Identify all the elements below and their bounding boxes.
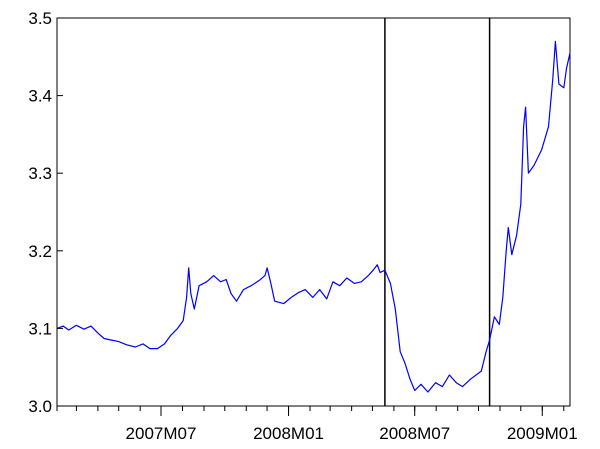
y-tick-label: 3.4 xyxy=(28,87,52,106)
x-axis: 2007M07 2008M01 2008M07 2009M01 xyxy=(56,406,578,443)
vertical-lines-group xyxy=(384,18,491,406)
y-tick-label: 3.3 xyxy=(28,164,52,183)
y-tick-label: 3.2 xyxy=(28,242,52,261)
y-tick-label: 3.5 xyxy=(28,9,52,28)
x-tick-label: 2008M07 xyxy=(379,424,450,443)
series-line xyxy=(56,40,571,393)
plot-area-frame xyxy=(56,17,571,407)
x-tick-label: 2009M01 xyxy=(507,424,578,443)
y-tick-label: 3.1 xyxy=(28,319,52,338)
y-tick-label: 3.0 xyxy=(28,397,52,416)
x-tick-label: 2007M07 xyxy=(126,424,197,443)
y-axis: 3.0 3.1 3.2 3.3 3.4 3.5 xyxy=(28,9,63,416)
x-tick-label: 2008M01 xyxy=(253,424,324,443)
